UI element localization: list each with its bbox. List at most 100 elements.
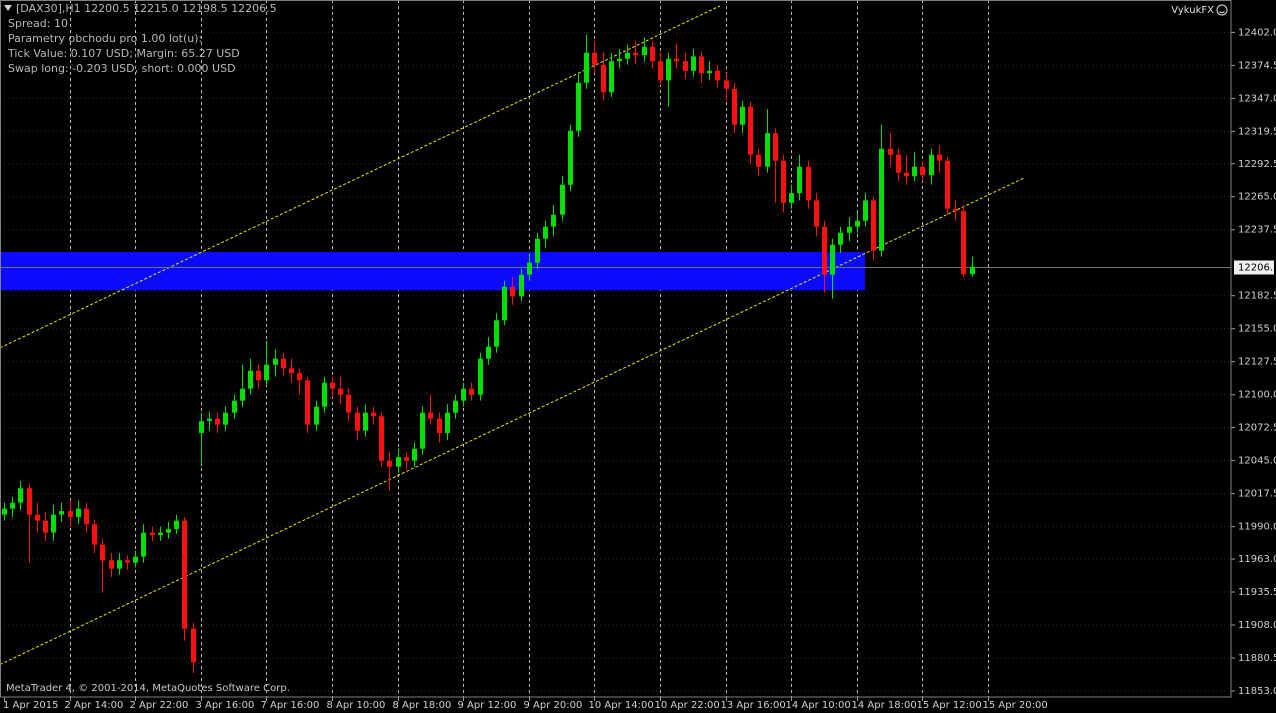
x-tick-label: 10 Apr 22:00 [655,700,720,711]
candle-body [199,421,204,434]
candle-body [338,388,343,395]
candle-body [502,286,507,321]
candle-body [314,406,319,425]
candle-body [84,508,89,525]
expert-smiley-icon[interactable] [1216,4,1228,16]
candle-body [732,88,737,125]
x-tick-label: 15 Apr 20:00 [983,700,1048,711]
candle-body [773,133,778,161]
candle-body [133,556,138,563]
candle-body [240,388,245,401]
candle-body [10,502,15,509]
candle-body [904,172,909,177]
info-line: Spread: 10 [8,17,68,30]
y-tick-label: 12237.5 [1238,225,1276,236]
candle-body [519,274,524,297]
candle-body [92,524,97,545]
channel-line [0,5,721,349]
candle-body [724,80,729,89]
candle-body [223,412,228,425]
candle-body [789,193,794,203]
candle-body [748,106,753,155]
candle-body [691,56,696,71]
candle-body [642,46,647,56]
candle-body [445,412,450,434]
x-tick-label: 7 Apr 16:00 [261,700,320,711]
candle-body [937,154,942,161]
y-tick-label: 11990.0 [1238,522,1276,533]
candle-body [920,166,925,176]
candles [2,34,975,674]
y-tick-label: 12155.0 [1238,324,1276,335]
candle-body [166,529,171,533]
candle-body [797,166,802,194]
y-tick-label: 11880.5 [1238,653,1276,664]
x-tick-label: 14 Apr 18:00 [852,700,917,711]
candle-body [305,380,310,425]
candle-body [912,166,917,177]
info-line: Tick Value: 0.107 USD; Margin: 65.27 USD [7,47,240,60]
candle-body [830,244,835,275]
support-zone [0,251,865,291]
candle-body [396,457,401,467]
candle-body [568,130,573,185]
candle-body [740,106,745,125]
y-tick-label: 12402.0 [1238,27,1276,38]
plot-frame [0,0,1232,698]
candle-body [420,412,425,449]
smiley-mouth [1219,11,1225,14]
candle-body [404,457,409,461]
candle-body [182,520,187,629]
candle-body [355,412,360,431]
candle-body [625,52,630,59]
channel-line [0,177,1026,666]
candle-body [289,368,294,374]
candle-body [879,148,884,251]
y-tick-label: 12347.0 [1238,93,1276,104]
y-tick-label: 12072.5 [1238,423,1276,434]
candle-body [486,346,491,359]
last-price-box [1234,260,1274,275]
candle-body [158,532,163,536]
candle-body [896,154,901,173]
candle-body [953,208,958,212]
y-tick-label: 12319.5 [1238,126,1276,137]
candle-body [888,148,893,155]
candle-body [961,211,966,275]
chart-title: [DAX30],H1 12200.5 12215.0 12198.5 12206… [16,2,277,15]
y-tick-label: 12292.5 [1238,159,1276,170]
candle-body [674,58,679,62]
y-tick-label: 12045.0 [1238,456,1276,467]
candle-body [346,394,351,413]
y-tick-label: 12100.0 [1238,390,1276,401]
info-line: Parametry obchodu pro 1.00 lot(u): [8,32,202,45]
candle-body [100,544,105,561]
candle-body [2,508,7,515]
y-tick-label: 12127.5 [1238,357,1276,368]
candle-body [18,488,23,503]
candle-body [510,286,515,297]
candle-body [822,226,827,275]
candle-body [838,232,843,245]
footer-copyright: MetaTrader 4, © 2001-2014, MetaQuotes So… [6,683,290,694]
candle-body [609,61,614,93]
candle-body [650,46,655,62]
candle-body [707,70,712,74]
y-tick-label: 12265.0 [1238,192,1276,203]
menu-arrow-icon[interactable] [4,5,12,11]
x-tick-label: 8 Apr 10:00 [327,700,386,711]
candle-body [855,220,860,227]
candle-body [437,418,442,434]
x-tick-label: 3 Apr 16:00 [196,700,255,711]
candle-body [814,200,819,227]
candle-body [584,52,589,83]
candle-body [592,52,597,65]
grid [0,0,1231,697]
candle-body [871,200,876,251]
candle-body [970,266,975,275]
candle-body [322,382,327,407]
candle-body [117,560,122,569]
candle-body [469,388,474,395]
candle-body [59,511,64,515]
